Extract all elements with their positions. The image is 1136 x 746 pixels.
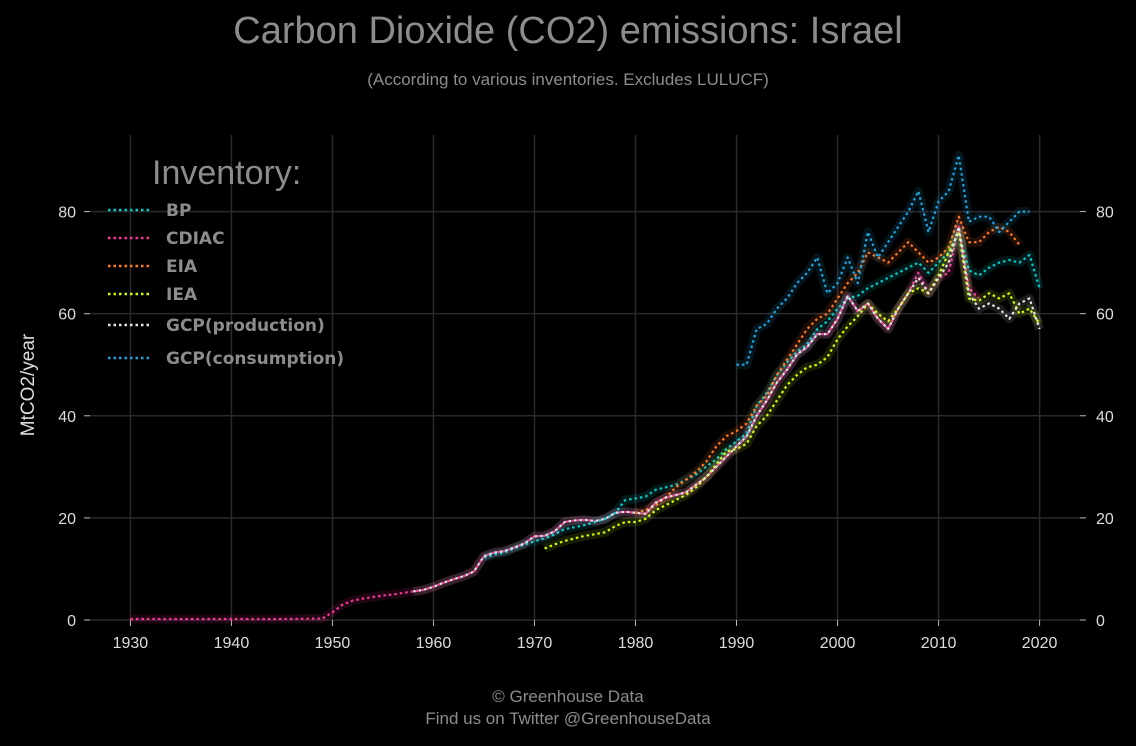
x-tick-label-2000: 2000 (820, 635, 856, 652)
x-tick-label-1950: 1950 (315, 635, 351, 652)
legend-title: Inventory: (152, 154, 301, 192)
legend-label-3: IEA (166, 285, 198, 305)
y-tick-label-left-20: 20 (58, 511, 76, 528)
axis-ticks: 1930 1940 1950 1960 1970 1980 1990 2000 2010 2020… (58, 205, 1114, 652)
series-line-0 (130, 225, 980, 621)
y-tick-label-right-40: 40 (1096, 409, 1114, 426)
series-line-5 (736, 154, 1030, 366)
legend-label-5: GCP(consumption) (166, 349, 344, 369)
series-glow-0 (130, 222, 983, 624)
y-axis-label: MtCO2/year (18, 333, 39, 436)
x-tick-label-1980: 1980 (618, 635, 654, 652)
x-tick-label-1970: 1970 (517, 635, 553, 652)
y-tick-label-right-0: 0 (1096, 613, 1105, 630)
y-tick-label-right-20: 20 (1096, 511, 1114, 528)
grid-lines (90, 135, 1080, 621)
y-tick-label-right-60: 60 (1096, 307, 1114, 324)
x-tick-label-2010: 2010 (921, 635, 957, 652)
x-tick-label-1930: 1930 (113, 635, 149, 652)
chart-title: Carbon Dioxide (CO2) emissions: Israel (233, 10, 903, 52)
y-tick-label-left-0: 0 (67, 613, 76, 630)
x-tick-label-2020: 2020 (1022, 635, 1058, 652)
y-tick-label-left-60: 60 (58, 307, 76, 324)
legend-label-2: EIA (166, 257, 198, 277)
footer-credit: © Greenhouse Data (492, 687, 644, 706)
y-tick-label-right-80: 80 (1096, 205, 1114, 222)
x-tick-label-1940: 1940 (214, 635, 250, 652)
series-line-2 (635, 215, 1021, 514)
legend-label-0: BP (166, 201, 191, 221)
chart-subtitle: (According to various inventories. Exclu… (367, 70, 769, 89)
y-tick-label-left-40: 40 (58, 409, 76, 426)
legend: Inventory: BP CDIAC EIA IEA GCP(production) G… (108, 154, 344, 369)
series-glow-4 (412, 222, 1044, 596)
legend-label-4: GCP(production) (166, 316, 325, 336)
x-tick-label-1990: 1990 (719, 635, 755, 652)
legend-label-1: CDIAC (166, 229, 225, 249)
y-tick-label-left-80: 80 (58, 205, 76, 222)
series-line-4 (413, 225, 1041, 593)
footer-twitter: Find us on Twitter @GreenhouseData (425, 709, 711, 728)
x-tick-label-1960: 1960 (416, 635, 452, 652)
series-layer (130, 150, 1044, 624)
